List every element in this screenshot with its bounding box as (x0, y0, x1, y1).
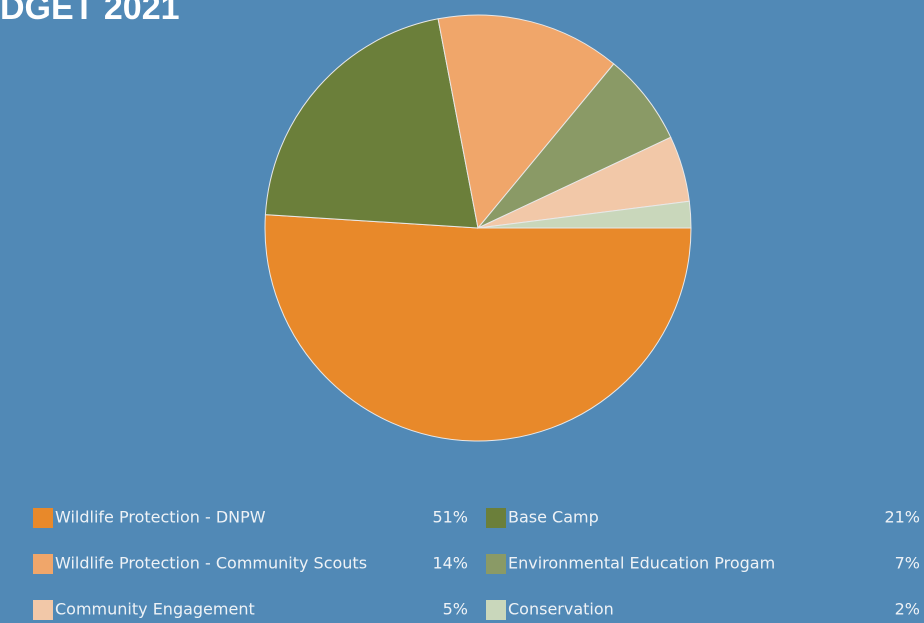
legend-label: Wildlife Protection - Community Scouts (55, 554, 367, 573)
legend-label: Community Engagement (55, 600, 255, 619)
legend-swatch (33, 600, 53, 620)
legend-label: Conservation (508, 600, 614, 619)
legend-value: 21% (884, 508, 920, 527)
legend-value: 51% (432, 508, 468, 527)
legend-swatch (486, 600, 506, 620)
legend-label: Base Camp (508, 508, 599, 527)
legend-label: Wildlife Protection - DNPW (55, 508, 266, 527)
legend-swatch (33, 554, 53, 574)
legend-swatch (33, 508, 53, 528)
legend-value: 7% (895, 554, 920, 573)
pie-slice (437, 14, 615, 230)
legend-swatch (486, 508, 506, 528)
legend-label: Environmental Education Progam (508, 554, 775, 573)
pie-slice (477, 200, 692, 229)
pie-slice (264, 18, 479, 229)
pie-slice (264, 214, 692, 442)
legend-swatch (486, 554, 506, 574)
legend-value: 5% (443, 600, 468, 619)
legend-value: 14% (432, 554, 468, 573)
legend-value: 2% (895, 600, 920, 619)
chart-title: DGET 2021 (0, 0, 180, 27)
